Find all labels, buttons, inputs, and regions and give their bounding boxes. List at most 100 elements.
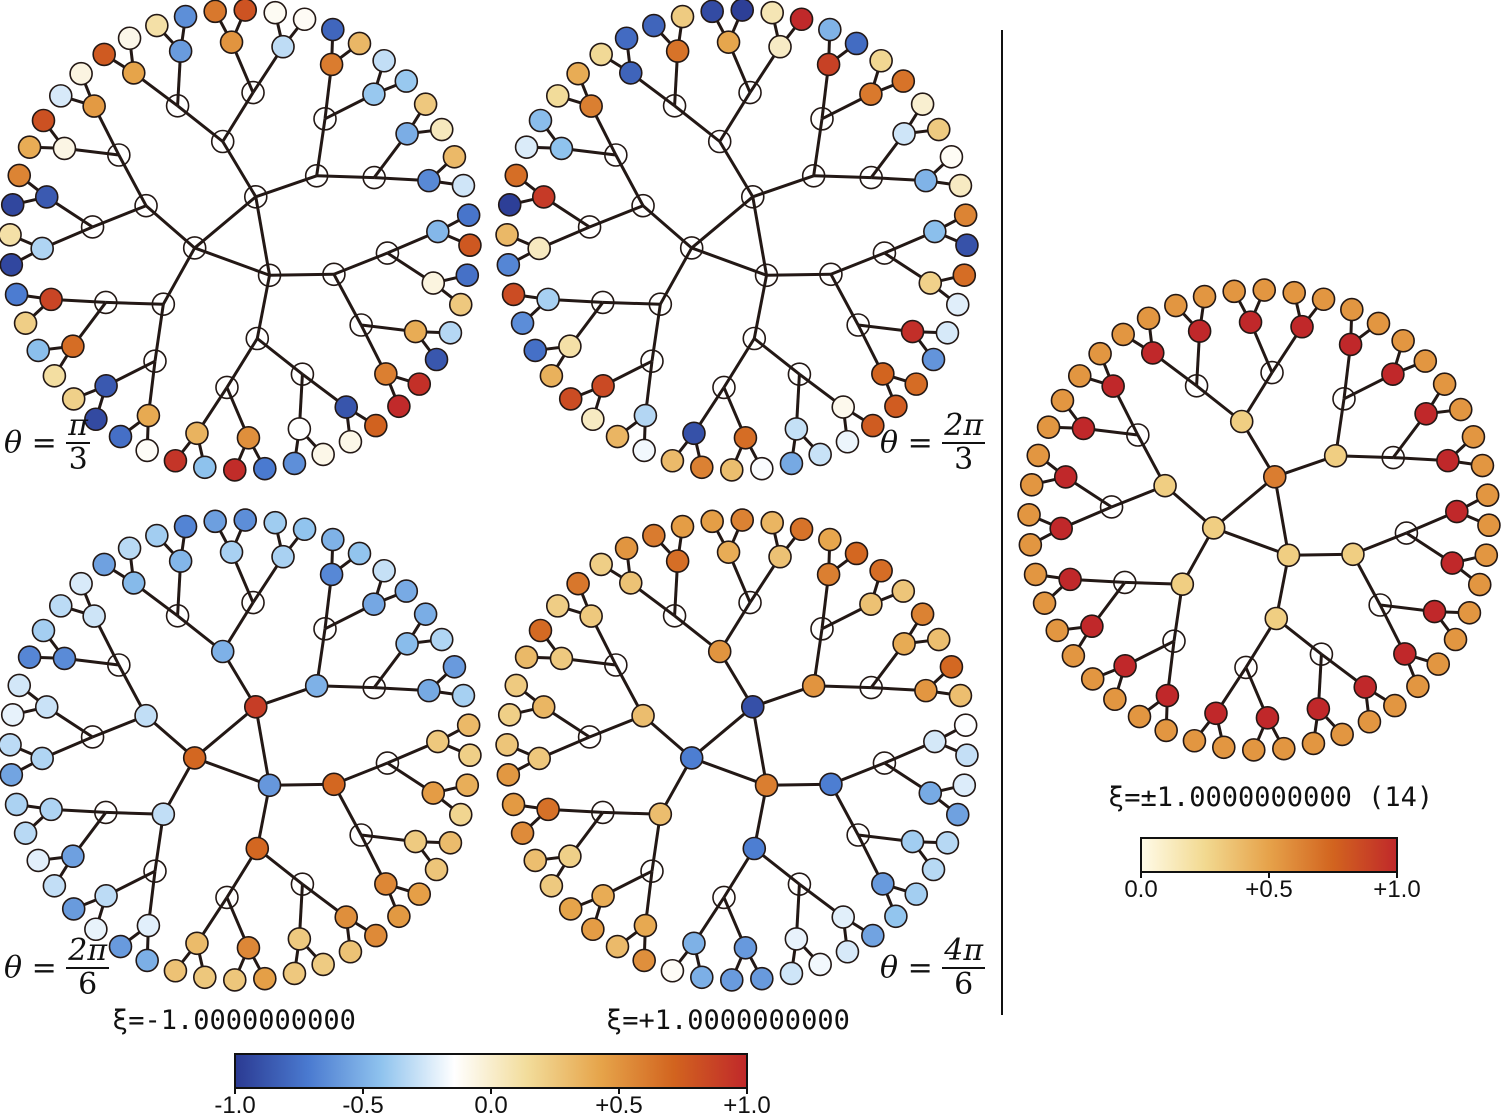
tree-node	[1341, 542, 1365, 567]
tree-node	[1050, 388, 1075, 413]
tree-node	[1474, 543, 1499, 568]
colorbar-diverging-tick: +0.5	[595, 1092, 643, 1119]
tree-node	[1164, 293, 1188, 318]
tree-node-open	[80, 215, 105, 239]
tree-node	[1204, 701, 1228, 726]
tree-node	[145, 13, 169, 38]
tree-node-open	[742, 326, 767, 351]
xi-label-right: ξ=±1.0000000000 (14)	[1108, 782, 1434, 813]
tree-node	[768, 34, 792, 59]
tree-node	[151, 802, 176, 827]
tree-node-open	[872, 241, 897, 265]
tree-node	[558, 897, 583, 921]
tree-node	[1290, 314, 1314, 339]
tree-node-open	[215, 885, 239, 910]
tree-node-open	[819, 262, 843, 287]
tree-node	[42, 874, 67, 898]
tree-node-open	[243, 184, 268, 209]
tree-node	[13, 311, 38, 335]
tree-node	[429, 117, 454, 142]
tree-node	[292, 7, 317, 32]
tree-node	[334, 905, 359, 929]
tree-node	[665, 549, 690, 573]
tree-node	[94, 374, 118, 398]
tree-node	[642, 13, 666, 38]
colorbar-sequential-tick: +0.5	[1245, 876, 1293, 903]
tree-node-open	[712, 885, 736, 910]
tree-edge	[722, 337, 756, 389]
tree-node	[953, 713, 978, 737]
tree-node-open	[1113, 570, 1137, 595]
tree-node	[1262, 464, 1287, 489]
colorbar-diverging-ticks	[234, 1088, 748, 1094]
xi-label-left: ξ=-1.0000000000	[112, 1005, 356, 1036]
tree-node	[914, 168, 938, 193]
tree-node-open	[577, 725, 602, 749]
tree-node-open	[1099, 495, 1124, 519]
tree-node	[263, 510, 288, 535]
tree-node-open	[290, 872, 315, 896]
tree-node	[233, 0, 258, 22]
tree-node	[1381, 362, 1405, 386]
tree-node	[421, 271, 446, 295]
tree-node	[523, 848, 548, 873]
tree-node	[914, 678, 938, 703]
tree-node-open	[257, 263, 282, 288]
tree-node-open	[591, 800, 615, 825]
tree-node-open	[787, 362, 812, 386]
tree-node	[1467, 572, 1492, 597]
tree-node	[319, 562, 344, 587]
tree-node	[935, 321, 960, 345]
tree-node	[1229, 409, 1254, 434]
tree-node	[334, 395, 359, 419]
tree-node	[939, 145, 964, 169]
tree-node	[4, 282, 29, 307]
tree-node	[417, 678, 441, 703]
tree-node	[527, 746, 551, 771]
tree-node	[549, 646, 574, 671]
tree-node	[831, 905, 856, 929]
tree-node	[605, 934, 630, 959]
tree-node	[605, 424, 630, 449]
cayley-trees	[0, 0, 1501, 992]
tree-node	[135, 438, 159, 463]
colorbar-sequential-tick: 0.0	[1124, 876, 1158, 903]
tree-node	[545, 594, 570, 618]
tree-node	[0, 702, 25, 727]
tree-edge	[691, 246, 768, 277]
tree-node	[539, 874, 564, 898]
tree-node	[424, 857, 449, 882]
tree-node-open	[740, 184, 765, 209]
tree-node	[426, 219, 450, 244]
tree-node	[338, 429, 363, 454]
tree-node-open	[165, 604, 190, 628]
tree-node	[891, 579, 916, 603]
tree-node	[1414, 401, 1438, 426]
tree-node-open	[738, 590, 762, 615]
tree-node	[403, 829, 428, 854]
tree-node	[558, 387, 583, 411]
tree-node	[442, 655, 467, 679]
tree-node	[1306, 697, 1331, 721]
tree-node	[660, 958, 685, 983]
tree-node	[1187, 319, 1212, 343]
tree-node	[528, 618, 553, 643]
tree-node	[528, 108, 553, 133]
tree-node	[455, 263, 480, 288]
tree-node	[510, 821, 535, 845]
tree-node	[1071, 416, 1096, 441]
tree-node	[1457, 601, 1482, 625]
theta-label-p4: θ = 4π 6	[880, 933, 986, 1002]
tree-node	[808, 952, 832, 977]
tree-node	[26, 338, 51, 363]
tree-node	[364, 923, 388, 948]
tree-node	[549, 136, 574, 161]
tree-node	[253, 966, 277, 991]
tree-node	[754, 773, 779, 798]
tree-node	[322, 772, 346, 797]
tree-edge	[650, 303, 662, 362]
tree-node	[136, 403, 161, 428]
tree-node	[707, 639, 732, 664]
tree-node	[319, 52, 344, 77]
tree-node-open	[313, 107, 337, 131]
